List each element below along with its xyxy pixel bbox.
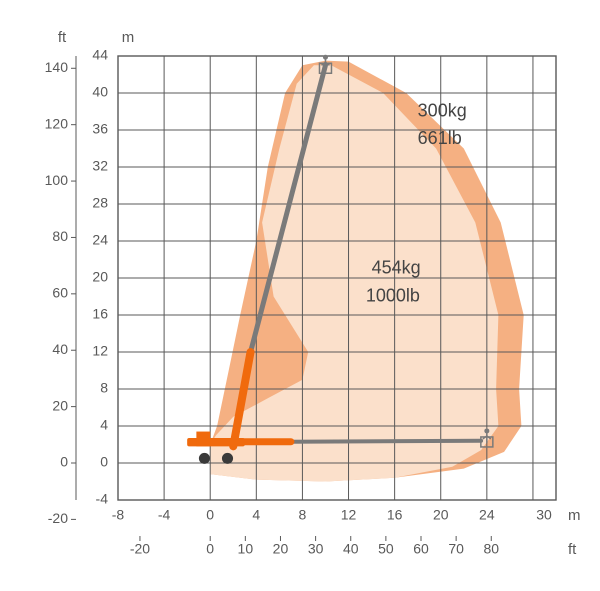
ytick-m-40: 40	[92, 84, 108, 100]
xtick-m-20: 20	[433, 507, 449, 523]
ytick-m-8: 8	[100, 380, 108, 396]
ytick-ft-120: 120	[45, 115, 69, 131]
xtick-ft-60: 60	[413, 541, 429, 557]
xtick-ft-30: 30	[308, 541, 324, 557]
xtick-m-16: 16	[387, 507, 403, 523]
ytick-m-16: 16	[92, 306, 108, 322]
ytick-ft-60: 60	[52, 285, 68, 301]
y-unit-ft: ft	[58, 29, 67, 46]
ytick-m--4: -4	[96, 491, 109, 507]
xtick-m--8: -8	[112, 507, 125, 523]
xtick-ft--20: -20	[130, 541, 150, 557]
chassis	[187, 438, 245, 446]
ytick-ft-140: 140	[45, 59, 69, 75]
envelopes-group	[210, 61, 524, 482]
range-diagram-chart: { "units": { "y_left_outer": "ft", "y_le…	[0, 0, 600, 591]
wheel-1	[222, 453, 233, 464]
xtick-ft-10: 10	[238, 541, 254, 557]
ytick-ft-0: 0	[60, 454, 68, 470]
label-1000lb: 1000lb	[366, 285, 420, 305]
ytick-ft-80: 80	[52, 228, 68, 244]
xtick-ft-20: 20	[273, 541, 289, 557]
ytick-m-20: 20	[92, 269, 108, 285]
chassis-cab	[196, 432, 210, 447]
xtick-ft-40: 40	[343, 541, 359, 557]
ytick-m-44: 44	[92, 47, 108, 63]
wheel-0	[199, 453, 210, 464]
label-454kg: 454kg	[372, 258, 421, 278]
xtick-ft-70: 70	[448, 541, 464, 557]
xtick-m-8: 8	[299, 507, 307, 523]
xtick-m-4: 4	[252, 507, 260, 523]
xtick-m--4: -4	[158, 507, 171, 523]
chart-svg: 300kg 661lb 454kg 1000lb -4 0 4 8 12 16 20 24 28 32 36…	[0, 0, 600, 591]
ytick-m-12: 12	[92, 343, 108, 359]
ytick-m-0: 0	[100, 454, 108, 470]
ytick-m-28: 28	[92, 195, 108, 211]
ytick-m-36: 36	[92, 121, 108, 137]
ytick-ft-20: 20	[52, 397, 68, 413]
x-unit-ft: ft	[568, 541, 577, 558]
boom-horizontal-outer	[291, 441, 481, 442]
ytick-m-4: 4	[100, 417, 108, 433]
y-unit-m: m	[122, 29, 135, 46]
xtick-m-0: 0	[206, 507, 214, 523]
ytick-ft-40: 40	[52, 341, 68, 357]
ytick-m-32: 32	[92, 158, 108, 174]
label-661lb: 661lb	[418, 128, 462, 148]
ytick-m-24: 24	[92, 232, 108, 248]
x-unit-m: m	[568, 507, 581, 524]
xtick-m-24: 24	[479, 507, 495, 523]
xtick-ft-50: 50	[378, 541, 394, 557]
xtick-m-12: 12	[341, 507, 357, 523]
ytick-ft--20: -20	[48, 510, 68, 526]
label-300kg: 300kg	[418, 100, 467, 120]
xtick-ft-0: 0	[206, 541, 214, 557]
xtick-ft-80: 80	[483, 541, 499, 557]
ytick-ft-100: 100	[45, 172, 69, 188]
xtick-m-30: 30	[536, 507, 552, 523]
